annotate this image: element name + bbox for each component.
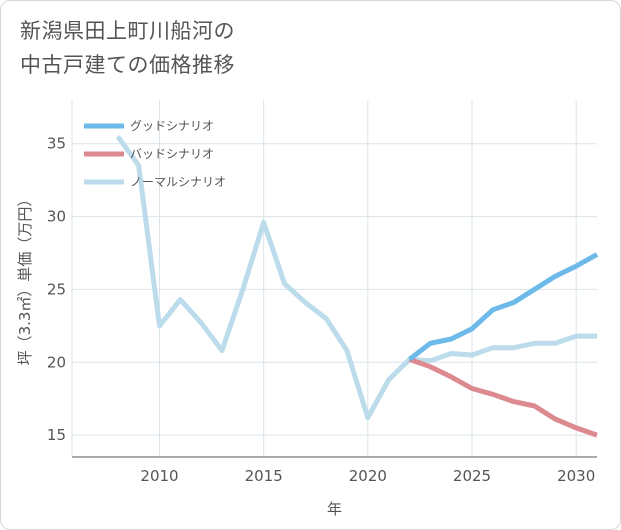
chart-title-line2: 中古戸建ての価格推移 — [20, 53, 235, 77]
y-tick-label: 15 — [47, 426, 66, 444]
series-line-0 — [407, 252, 599, 362]
y-axis-label: 坪（3.3㎡）単価（万円） — [16, 192, 34, 366]
y-tick-label: 20 — [47, 353, 66, 371]
x-tick-label: 2020 — [349, 467, 387, 485]
series-line-1 — [408, 357, 598, 438]
chart-title: 新潟県田上町川船河の 中古戸建ての価格推移 — [20, 14, 520, 82]
x-tick-label: 2030 — [557, 467, 595, 485]
y-tick-label: 30 — [47, 208, 66, 226]
y-tick-labels: 15 20 25 30 35 — [47, 135, 66, 444]
grid — [71, 100, 597, 457]
y-tick-label: 35 — [47, 135, 66, 153]
x-tick-label: 2015 — [245, 467, 283, 485]
legend-label: バッドシナリオ — [130, 147, 214, 161]
x-tick-label: 2025 — [453, 467, 491, 485]
x-tick-labels: 2010 2015 2020 2025 2030 — [140, 467, 595, 485]
series-line-2 — [115, 134, 597, 421]
chart-title-line1: 新潟県田上町川船河の — [20, 19, 235, 43]
legend-label: ノーマルシナリオ — [130, 175, 226, 189]
x-tick-label: 2010 — [140, 467, 178, 485]
x-axis-label: 年 — [327, 500, 342, 518]
series-lines — [115, 134, 599, 438]
legend-label: グッドシナリオ — [130, 119, 214, 133]
y-tick-label: 25 — [47, 280, 66, 298]
